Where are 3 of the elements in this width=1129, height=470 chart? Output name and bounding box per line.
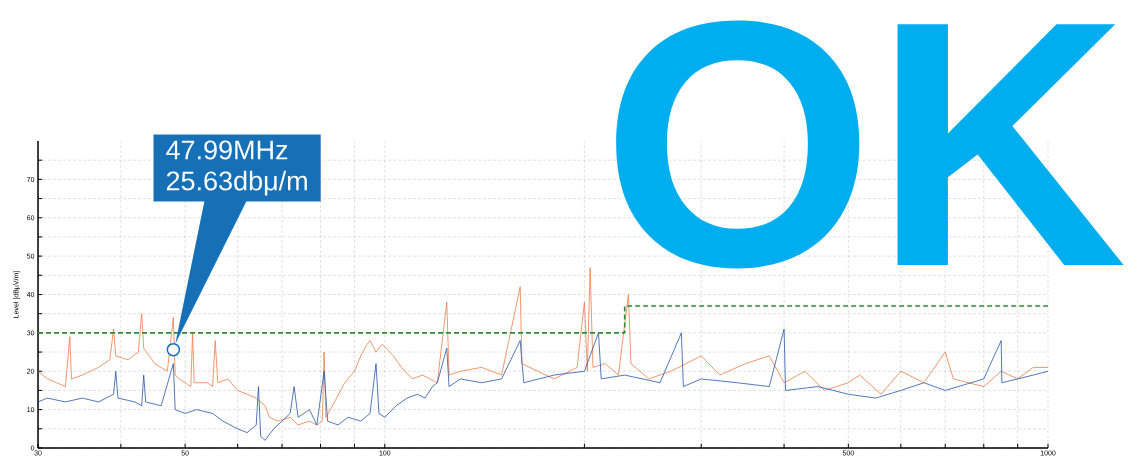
- annotation: OK: [616, 20, 1124, 269]
- annotation: 47.99MHz: [166, 140, 288, 160]
- annotation: 25.63dbμ/m: [166, 170, 307, 196]
